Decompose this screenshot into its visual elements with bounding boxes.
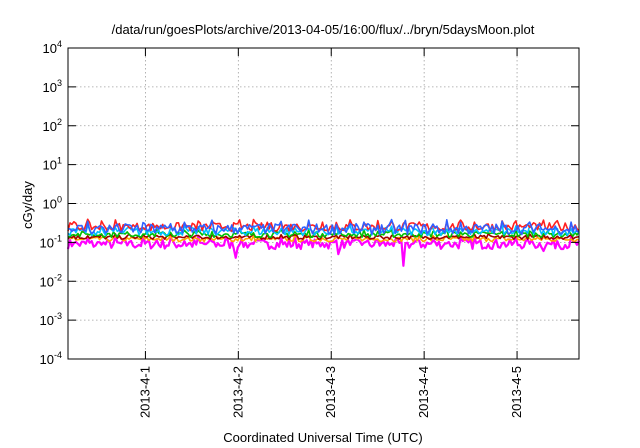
series-line-1 bbox=[66, 235, 580, 267]
x-tick-label: 2013-4-1 bbox=[137, 366, 152, 418]
y-axis-label: cGy/day bbox=[20, 181, 35, 229]
y-tick-label: 10-4 bbox=[40, 350, 62, 367]
series-layer bbox=[66, 218, 580, 267]
y-tick-labels: 10-4 10-3 10-2 10-1 100 101 102 103 104 bbox=[40, 39, 62, 367]
chart-title: /data/run/goesPlots/archive/2013-04-05/1… bbox=[112, 22, 535, 37]
x-tick-label: 2013-4-5 bbox=[509, 366, 524, 418]
tick-marks bbox=[68, 47, 579, 360]
y-tick-label: 100 bbox=[43, 195, 62, 212]
series-line-7 bbox=[67, 218, 580, 236]
x-axis-label: Coordinated Universal Time (UTC) bbox=[223, 430, 422, 445]
y-tick-label: 10-1 bbox=[40, 233, 62, 250]
y-tick-label: 102 bbox=[43, 117, 62, 134]
y-tick-label: 104 bbox=[43, 39, 62, 56]
x-tick-label: 2013-4-2 bbox=[230, 366, 245, 418]
y-tick-label: 101 bbox=[43, 156, 62, 173]
x-tick-labels: 2013-4-1 2013-4-2 2013-4-3 2013-4-4 2013-4-5 bbox=[137, 366, 524, 418]
y-tick-label: 10-2 bbox=[40, 272, 62, 289]
y-tick-label: 103 bbox=[43, 78, 62, 95]
y-tick-label: 10-3 bbox=[40, 311, 62, 328]
x-tick-label: 2013-4-3 bbox=[323, 366, 338, 418]
x-tick-label: 2013-4-4 bbox=[416, 366, 431, 418]
grid-lines bbox=[68, 48, 579, 359]
